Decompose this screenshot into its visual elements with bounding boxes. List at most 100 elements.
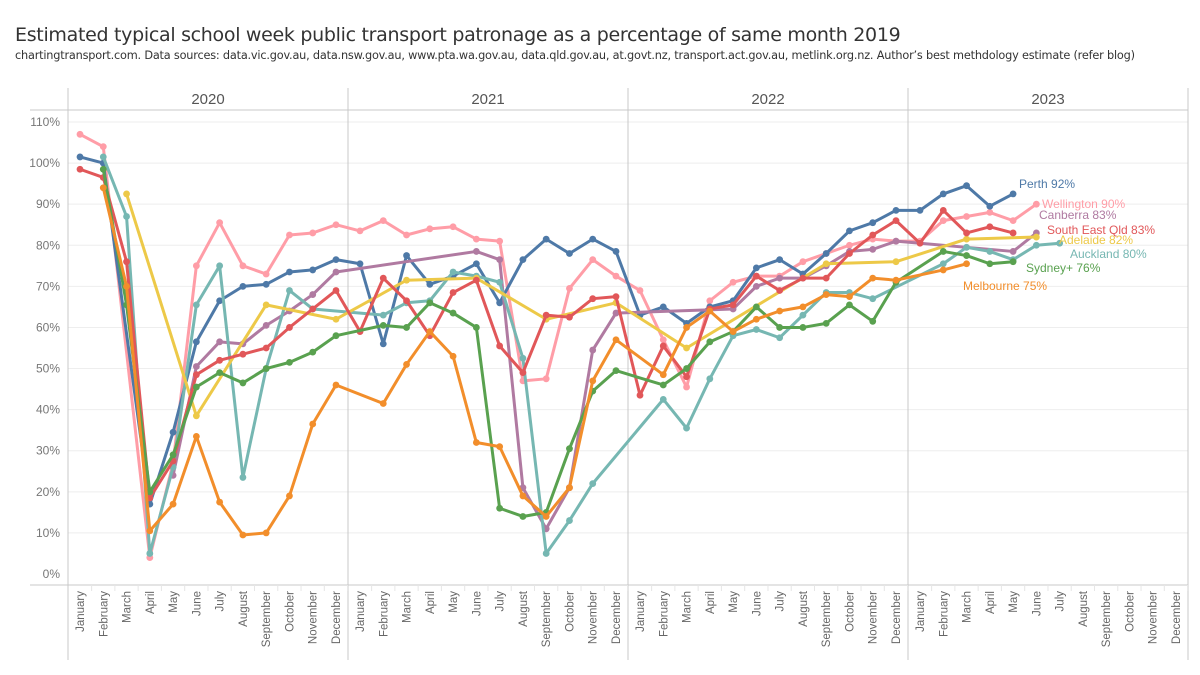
data-point [379,274,387,282]
data-point [822,274,830,282]
data-point [216,498,224,506]
data-point [379,217,387,225]
data-point [216,219,224,227]
y-tick-label: 110% [30,115,60,129]
data-point [869,317,877,325]
data-point [892,276,900,284]
data-point [332,256,340,264]
year-header: 2020 [191,91,224,108]
data-point [589,346,597,354]
x-tick-label: January [75,591,87,632]
data-point [472,276,480,284]
data-point [612,309,620,317]
data-point [963,235,970,243]
data-point [566,445,573,453]
data-point [659,303,667,311]
x-tick-label: April [145,591,157,614]
x-axis: January February March April May June July Augu… [75,585,1189,647]
chart-subtitle: chartingtransport.com. Data sources: dat… [15,49,1135,62]
data-point [379,400,387,407]
x-tick-label: April [425,591,437,614]
data-point [752,315,760,323]
data-point [706,375,714,383]
data-point [1009,229,1017,237]
data-point [239,531,247,539]
data-point [309,305,317,313]
data-point [449,223,457,231]
data-point [123,258,130,266]
x-tick-label: March [402,591,414,623]
data-point [869,219,877,227]
data-point [99,143,107,151]
data-point [566,250,573,257]
data-point [869,245,877,253]
data-point [799,324,807,331]
data-point [239,262,247,270]
y-axis: 0% 10% 20% 30% 40% 50% 60% 70% 80% 90% 100% 110% [29,115,60,581]
data-point [332,221,340,229]
data-point [939,266,947,274]
data-point [146,550,154,557]
data-point [123,213,130,220]
data-point [472,248,480,255]
data-point [542,235,550,243]
data-point [776,256,784,264]
x-tick-label: March [122,591,134,623]
data-point [309,420,317,428]
data-point [472,235,480,243]
data-point [262,322,270,329]
data-point [192,262,200,270]
data-point [799,274,807,282]
data-point [519,369,527,377]
data-point [566,313,573,321]
data-point [986,223,994,231]
data-point [706,338,714,346]
year-header: 2021 [471,91,504,108]
data-point [123,282,130,290]
data-point [799,258,807,266]
x-tick-label: February [938,591,950,637]
data-point [729,301,737,309]
data-point [986,248,994,255]
data-point [286,231,293,239]
data-point [822,319,830,327]
data-point [496,299,504,307]
data-point [356,227,364,235]
data-point [846,241,853,249]
data-point [239,350,247,358]
data-point [636,391,644,399]
data-point [892,258,900,266]
data-point [496,256,504,264]
x-tick-label: April [705,591,717,614]
x-tick-label: February [658,591,670,637]
data-point [496,443,504,451]
data-point [799,303,807,311]
series-label: Sydney+ 76% [1026,261,1101,275]
data-point [986,209,994,216]
data-point [239,474,247,481]
data-point [986,260,994,268]
x-tick-label: December [331,591,343,644]
data-point [192,371,200,379]
data-point [776,307,784,315]
series-label: Auckland 80% [1070,247,1147,261]
data-point [589,480,597,487]
y-tick-label: 100% [29,156,60,170]
data-point [332,332,340,340]
x-tick-label: November [588,591,600,644]
data-point [683,424,690,432]
x-tick-label: August [238,590,250,627]
data-point [846,227,853,235]
data-point [192,432,200,440]
data-point [192,383,200,391]
series-line [101,155,1062,555]
data-point [239,379,247,387]
data-point [519,513,527,520]
data-point [76,165,84,173]
data-point [426,280,434,288]
data-point [262,344,270,352]
data-point [192,338,200,346]
data-point [589,256,597,264]
series-sydney- [99,165,1017,520]
data-point [286,287,293,294]
